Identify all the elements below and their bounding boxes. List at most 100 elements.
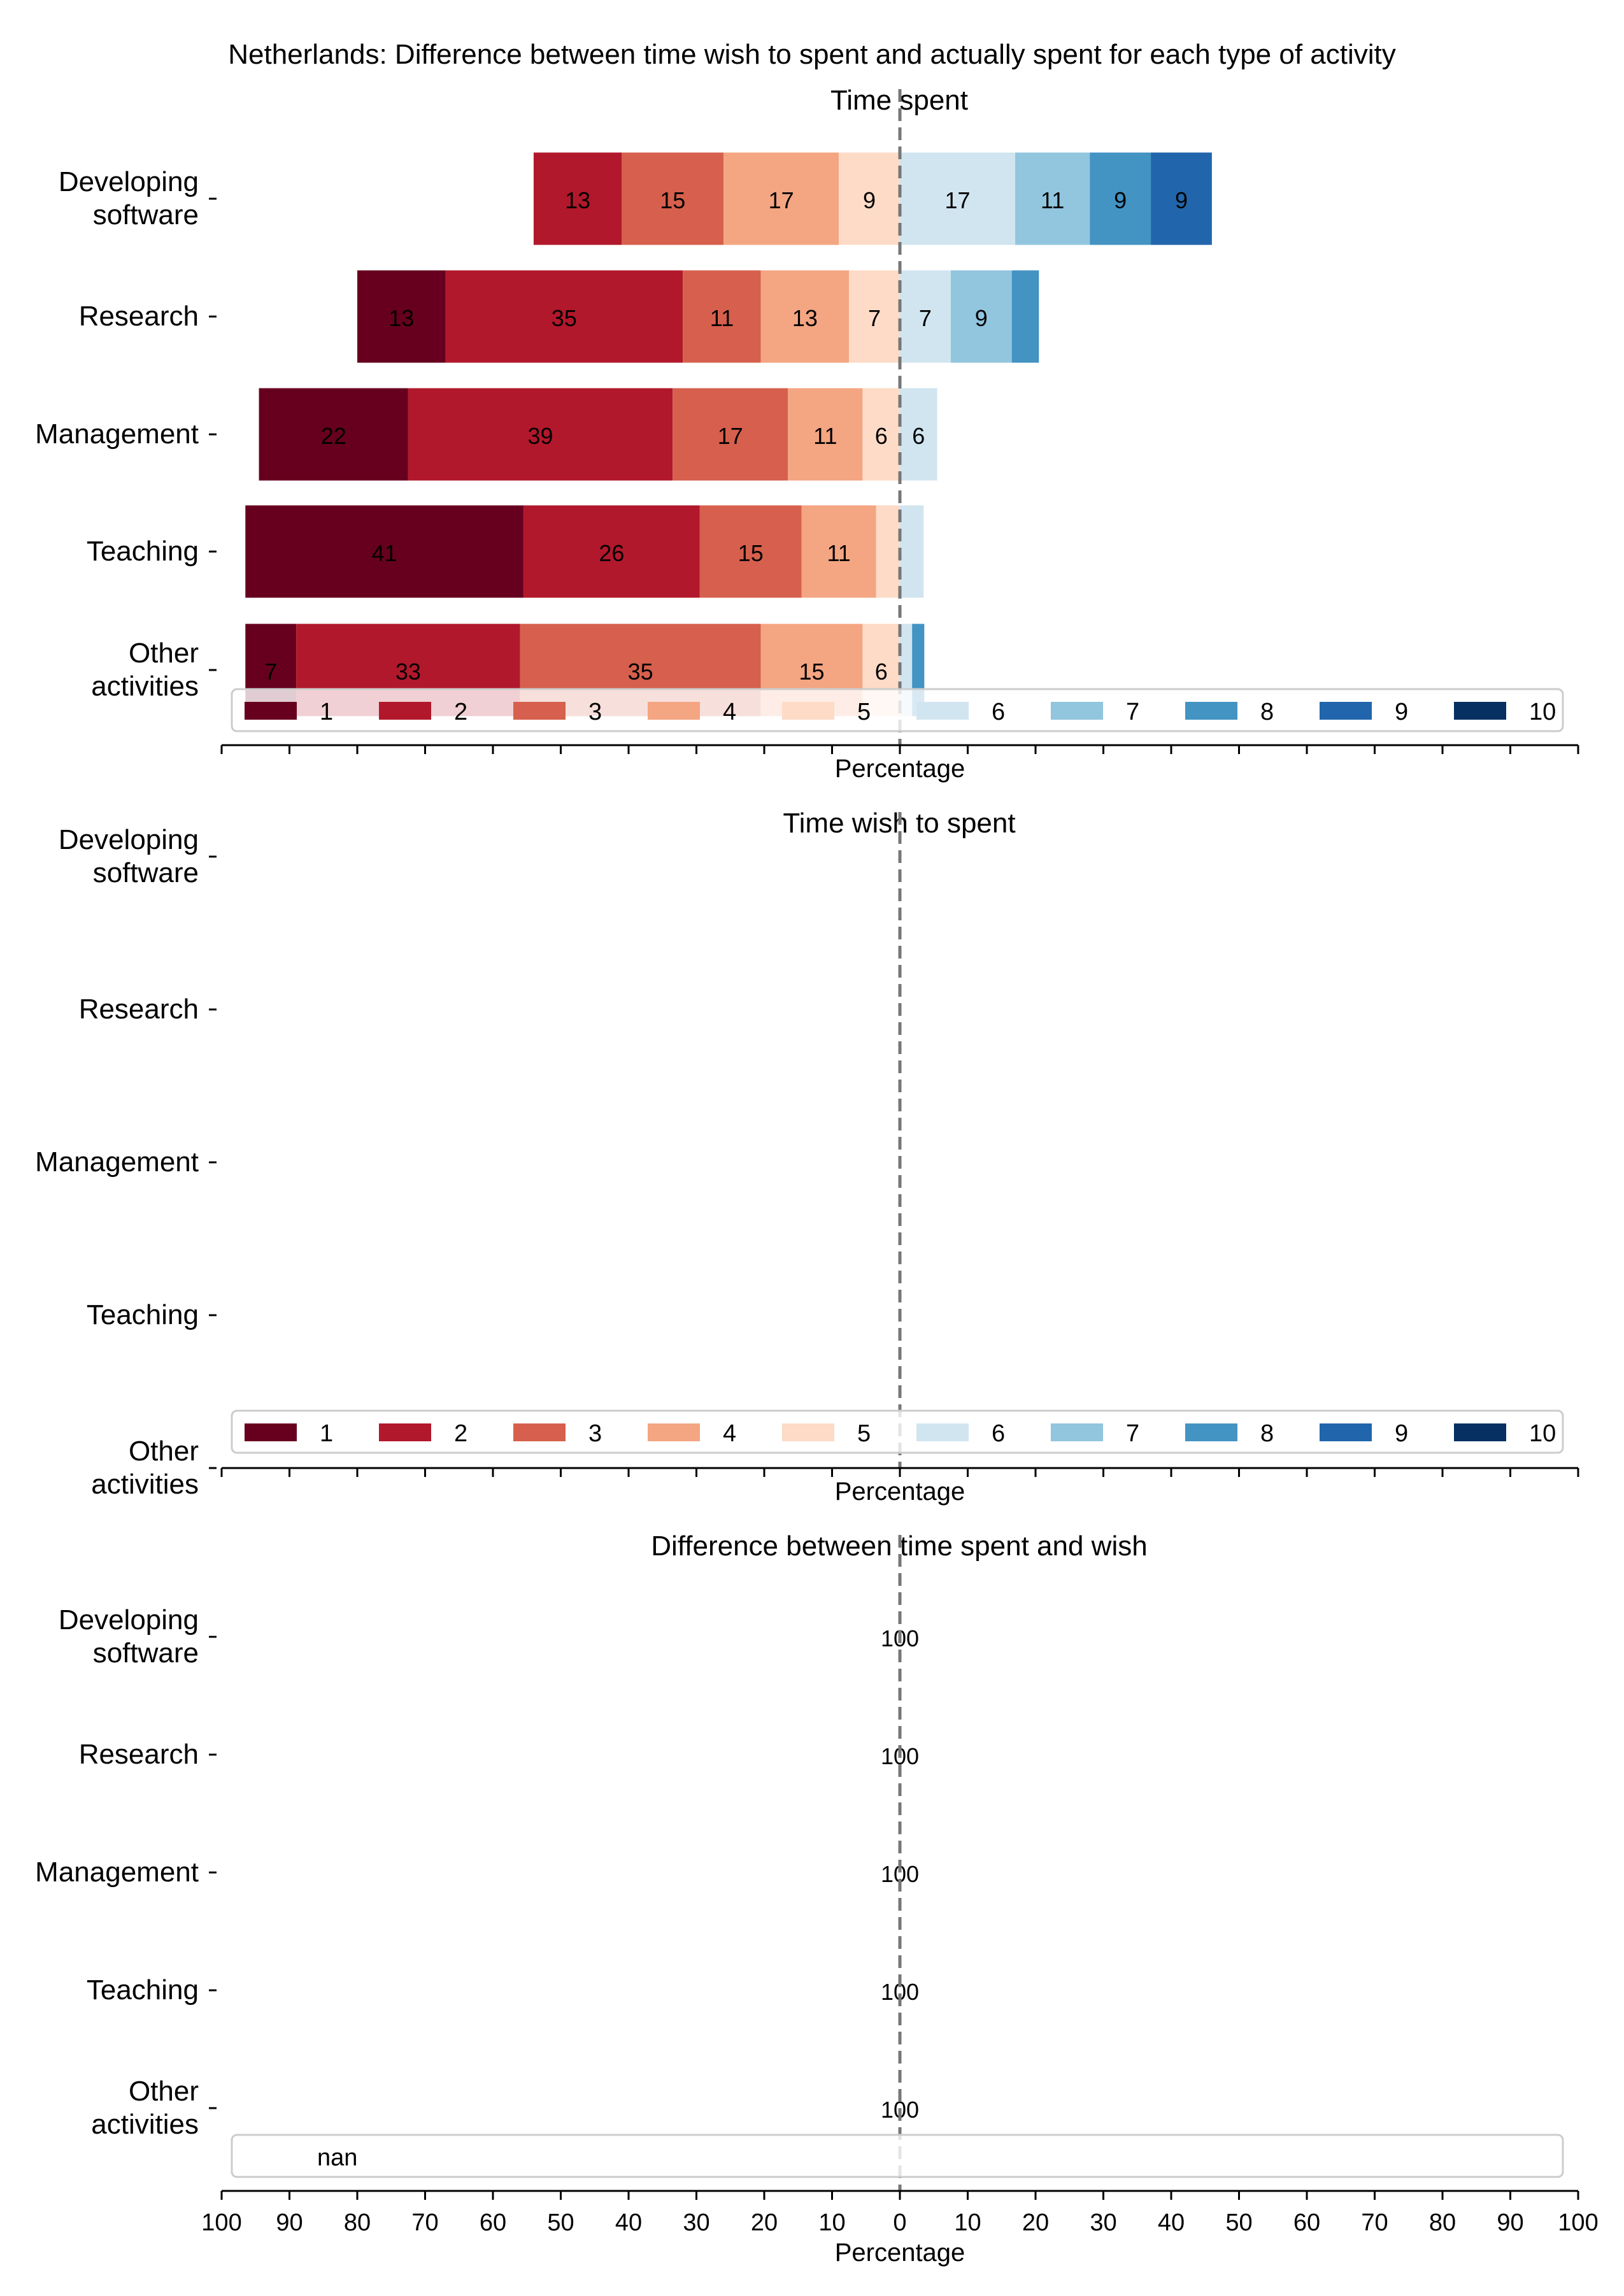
data-label: 17 bbox=[769, 187, 794, 213]
legend: 1 2 3 4 5 6 7 8 9 10 bbox=[231, 688, 1564, 732]
bar-segment bbox=[1090, 152, 1151, 245]
y-tick-label-line: activities bbox=[91, 2109, 199, 2140]
figure-title: Netherlands: Difference between time wis… bbox=[228, 39, 1396, 70]
bar-segment bbox=[760, 270, 850, 363]
legend-swatch bbox=[648, 1423, 700, 1441]
data-label: 17 bbox=[718, 423, 743, 449]
data-label: 11 bbox=[1041, 187, 1064, 213]
x-tick-label: 0 bbox=[893, 2209, 906, 2236]
bar-segment bbox=[1011, 270, 1039, 363]
bar-segment bbox=[950, 270, 1012, 363]
bar-segment bbox=[862, 388, 900, 481]
legend: 1 2 3 4 5 6 7 8 9 10 bbox=[231, 1409, 1564, 1454]
legend-label: 9 bbox=[1395, 699, 1408, 725]
x-tick-label: 40 bbox=[1158, 2209, 1185, 2236]
legend-label: 10 bbox=[1529, 1420, 1556, 1447]
x-tick-label: 50 bbox=[1225, 2209, 1252, 2236]
x-tick-label: 20 bbox=[1022, 2209, 1049, 2236]
y-tick-label-line: software bbox=[93, 857, 199, 888]
y-tick-label: Developing software bbox=[59, 166, 199, 231]
legend-label: 6 bbox=[992, 699, 1005, 725]
bar-segment bbox=[245, 505, 524, 598]
y-tick-label-line: Teaching bbox=[87, 1299, 199, 1330]
legend-swatch bbox=[1185, 702, 1237, 720]
data-label: 13 bbox=[792, 305, 818, 331]
data-label: 41 bbox=[372, 540, 397, 566]
legend-swatch bbox=[1051, 702, 1103, 720]
data-label: 6 bbox=[875, 659, 888, 685]
legend-label: 1 bbox=[320, 699, 333, 725]
data-label: 15 bbox=[660, 187, 685, 213]
bar-segment bbox=[1151, 152, 1212, 245]
data-label: 6 bbox=[912, 423, 925, 449]
x-axis-label: Percentage bbox=[835, 755, 965, 783]
data-label: 35 bbox=[628, 659, 653, 685]
y-tick-label: Other activities bbox=[91, 1436, 199, 1500]
x-axis-label: Percentage bbox=[835, 2239, 965, 2267]
x-tick-label: 70 bbox=[1361, 2209, 1388, 2236]
legend-frame bbox=[231, 2134, 1564, 2178]
data-label: 7 bbox=[919, 305, 932, 331]
legend-swatch bbox=[513, 1423, 566, 1441]
y-tick-label: Developing software bbox=[59, 1604, 199, 1669]
bar-segment bbox=[876, 505, 900, 598]
legend-label: 5 bbox=[857, 699, 871, 725]
bar-segment bbox=[723, 152, 839, 245]
x-tick-label: 70 bbox=[411, 2209, 438, 2236]
y-tick-label-line: Teaching bbox=[87, 536, 199, 567]
legend-label: nan bbox=[317, 2144, 357, 2171]
x-tick-label: 50 bbox=[547, 2209, 574, 2236]
y-tick-label-line: Research bbox=[79, 994, 199, 1025]
legend-label: 5 bbox=[857, 1420, 871, 1447]
y-tick-label-line: software bbox=[93, 199, 199, 231]
legend-label: 1 bbox=[320, 1420, 333, 1447]
x-tick-label: 10 bbox=[818, 2209, 845, 2236]
legend-label: 3 bbox=[588, 1420, 602, 1447]
data-label: 11 bbox=[710, 305, 734, 331]
data-label: 17 bbox=[945, 187, 971, 213]
legend-swatch bbox=[782, 1423, 834, 1441]
x-tick-label: 30 bbox=[683, 2209, 709, 2236]
bar-segment bbox=[900, 152, 1016, 245]
legend-swatch bbox=[782, 702, 834, 720]
x-tick-label: 100 bbox=[201, 2209, 241, 2236]
bar-segment bbox=[533, 152, 622, 245]
legend-swatch bbox=[1454, 702, 1506, 720]
x-tick-label: 90 bbox=[276, 2209, 303, 2236]
y-tick-label-line: Management bbox=[35, 1857, 199, 1888]
bar-segment bbox=[849, 270, 900, 363]
data-label: 9 bbox=[975, 305, 988, 331]
bar-segment bbox=[683, 270, 761, 363]
legend-label: 8 bbox=[1260, 1420, 1274, 1447]
y-tick-label: Teaching bbox=[87, 536, 199, 567]
y-tick-label: Research bbox=[79, 301, 199, 332]
bar-segment bbox=[900, 505, 924, 598]
bar-segment bbox=[673, 388, 788, 481]
bar-segment bbox=[801, 505, 876, 598]
legend-swatch bbox=[1051, 1423, 1103, 1441]
legend-swatch bbox=[1320, 702, 1372, 720]
data-label: 13 bbox=[388, 305, 414, 331]
y-tick-label-line: Other bbox=[129, 2076, 199, 2107]
data-label: 35 bbox=[552, 305, 577, 331]
x-tick-label: 80 bbox=[1429, 2209, 1456, 2236]
x-tick-label: 100 bbox=[1558, 2209, 1598, 2236]
bar-segment bbox=[408, 388, 673, 481]
legend-label: 9 bbox=[1395, 1420, 1408, 1447]
y-tick-label-line: Other bbox=[129, 1436, 199, 1467]
chart-panel-3: Difference between time spent and wish10… bbox=[35, 1530, 1599, 2267]
legend: nan bbox=[231, 2134, 1564, 2178]
legend-label: 6 bbox=[992, 1420, 1005, 1447]
bar-segment bbox=[523, 505, 700, 598]
legend-label: 3 bbox=[588, 699, 602, 725]
legend-swatch bbox=[379, 702, 431, 720]
legend-frame bbox=[231, 688, 1564, 732]
data-label: 9 bbox=[1175, 187, 1188, 213]
legend-swatch bbox=[916, 702, 969, 720]
data-label: 39 bbox=[528, 423, 553, 449]
y-tick-label: Management bbox=[35, 418, 199, 450]
bar-segment bbox=[839, 152, 900, 245]
legend-label: 2 bbox=[454, 699, 467, 725]
legend-label: 10 bbox=[1529, 699, 1556, 725]
